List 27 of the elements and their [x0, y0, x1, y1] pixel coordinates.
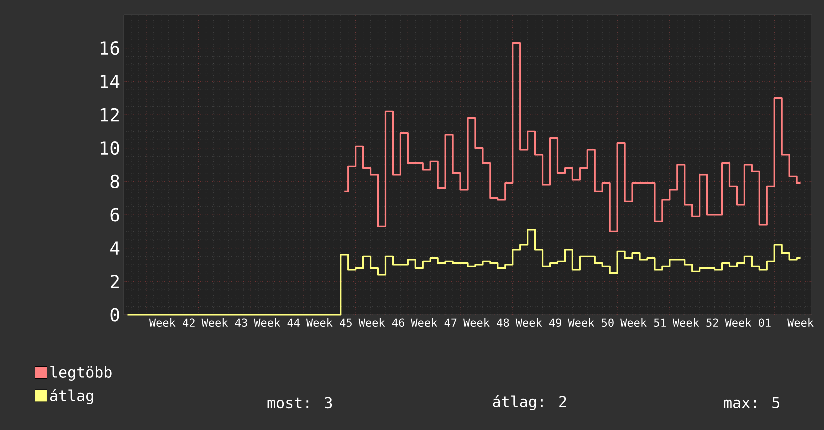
x-tick-label: Week 42 — [149, 318, 195, 328]
y-tick-label: 6 — [110, 208, 120, 222]
text: átlag: 2 — [493, 395, 566, 411]
y-tick-label: 0 — [110, 308, 120, 322]
x-tick-label: Week 44 — [254, 318, 300, 328]
y-tick-label: 2 — [110, 274, 119, 288]
x-tick-label: Week 45 — [306, 318, 352, 328]
y-tick-label: 8 — [110, 174, 120, 188]
y-tick-label: 10 — [100, 142, 120, 156]
x-tick-label: Week 52 — [672, 318, 718, 328]
x-tick-label: Week 47 — [411, 318, 457, 328]
x-tick-label: Week — [788, 318, 814, 328]
y-tick-label: 14 — [100, 75, 120, 88]
x-tick-label: Week 48 — [464, 318, 510, 328]
x-tick-label: Week 49 — [516, 318, 562, 328]
y-tick-label: 4 — [110, 242, 120, 255]
x-tick-label: Week 01 — [725, 318, 771, 328]
x-tick-label: Week 51 — [620, 318, 666, 328]
text: max: 5 — [724, 397, 780, 408]
legend-label: átlag — [50, 389, 94, 404]
text: most: 3 — [268, 397, 332, 409]
y-tick-label: 12 — [100, 108, 119, 122]
x-tick-label: Week 46 — [358, 318, 404, 328]
x-tick-label: Week 50 — [568, 318, 614, 328]
legend-label: legtöbb — [50, 366, 112, 381]
x-tick-label: Week 43 — [202, 318, 248, 328]
y-tick-label: 16 — [100, 42, 120, 56]
